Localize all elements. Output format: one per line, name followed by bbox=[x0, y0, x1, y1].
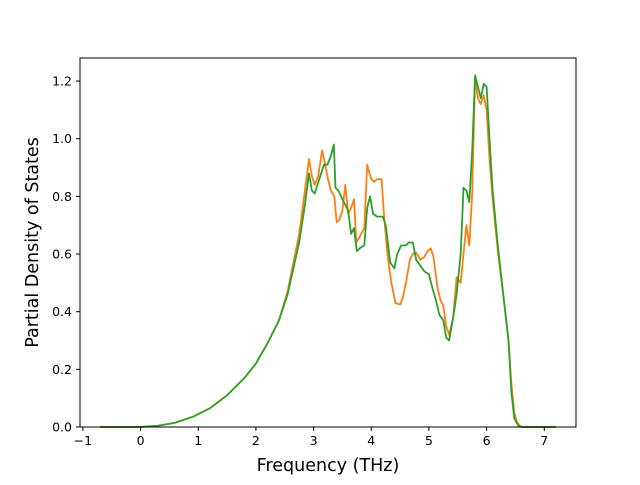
x-tick-label: 5 bbox=[425, 433, 433, 448]
plot-area bbox=[80, 58, 576, 427]
y-axis-ticks: 0.0 0.2 0.4 0.6 0.8 1.0 1.2 bbox=[52, 74, 80, 435]
series-line-1 bbox=[100, 77, 556, 428]
x-axis-ticks: −1 0 1 2 3 4 5 6 7 bbox=[74, 427, 548, 448]
x-tick-label: 7 bbox=[540, 433, 548, 448]
x-tick-label: 6 bbox=[483, 433, 491, 448]
x-tick-label: 1 bbox=[194, 433, 202, 448]
y-tick-label: 0.6 bbox=[52, 247, 72, 262]
x-tick-label: 3 bbox=[310, 433, 318, 448]
y-tick-label: 0.0 bbox=[52, 420, 72, 435]
series-layer bbox=[100, 74, 556, 428]
x-tick-label: −1 bbox=[74, 433, 92, 448]
x-tick-label: 0 bbox=[137, 433, 145, 448]
y-tick-label: 0.8 bbox=[52, 189, 72, 204]
y-axis-label: Partial Density of States bbox=[23, 137, 43, 348]
y-tick-label: 0.2 bbox=[52, 362, 72, 377]
x-axis-label: Frequency (THz) bbox=[257, 456, 400, 476]
x-tick-label: 2 bbox=[252, 433, 260, 448]
x-tick-label: 4 bbox=[367, 433, 375, 448]
y-tick-label: 1.2 bbox=[52, 74, 72, 89]
y-tick-label: 1.0 bbox=[52, 131, 72, 146]
series-line-2 bbox=[100, 74, 556, 428]
y-tick-label: 0.4 bbox=[52, 304, 72, 319]
plot-frame bbox=[79, 57, 577, 428]
